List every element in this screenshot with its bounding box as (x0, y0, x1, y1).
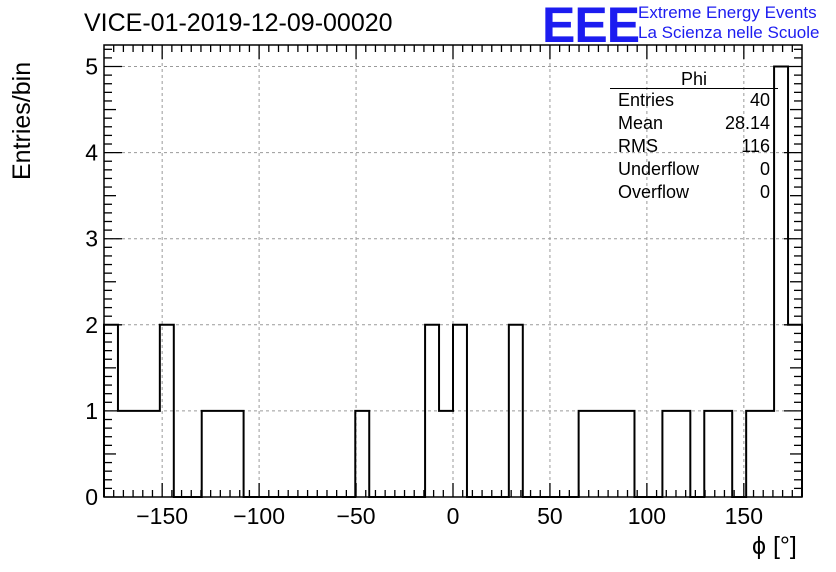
histogram-bin (118, 411, 132, 497)
histogram-bin (676, 411, 690, 497)
stats-label: Overflow (618, 181, 689, 204)
stats-row-entries: Entries 40 (610, 89, 778, 112)
y-axis-label: Entries/bin (8, 62, 37, 180)
histogram-bin (579, 411, 593, 497)
stats-row-underflow: Underflow 0 (610, 158, 778, 181)
y-tick-label: 4 (85, 140, 98, 166)
stats-row-mean: Mean 28.14 (610, 112, 778, 135)
histogram-bin (718, 411, 732, 497)
plot-title: VICE-01-2019-12-09-00020 (84, 9, 393, 38)
x-tick-label: 50 (537, 503, 563, 529)
histogram-bin (746, 411, 760, 497)
stats-title: Phi (610, 68, 778, 89)
histogram-bin (593, 411, 607, 497)
eee-logo: EEE (542, 0, 639, 50)
brand-line-1: Extreme Energy Events (638, 3, 817, 23)
histogram-bin (230, 411, 244, 497)
stats-value: 0 (760, 158, 770, 181)
histogram-bin (760, 411, 774, 497)
histogram-bin (439, 411, 453, 497)
stats-box: Phi Entries 40 Mean 28.14 RMS 116 Underf… (610, 68, 778, 204)
stats-label: Mean (618, 112, 663, 135)
histogram-bin (146, 411, 160, 497)
y-tick-label: 0 (85, 484, 98, 510)
histogram-bin (216, 411, 230, 497)
histogram-bin (662, 411, 676, 497)
stats-value: 0 (760, 181, 770, 204)
x-tick-label: 150 (725, 503, 763, 529)
y-tick-label: 1 (85, 398, 98, 424)
histogram-bin (132, 411, 146, 497)
x-tick-label: −100 (233, 503, 285, 529)
histogram-bin (621, 411, 635, 497)
y-tick-label: 2 (85, 312, 98, 338)
histogram-bin (202, 411, 216, 497)
stats-label: Underflow (618, 158, 699, 181)
x-tick-label: −150 (136, 503, 188, 529)
histogram-bin (607, 411, 621, 497)
stats-value: 40 (750, 89, 770, 112)
stats-row-overflow: Overflow 0 (610, 181, 778, 204)
x-tick-label: −50 (337, 503, 376, 529)
y-tick-label: 3 (85, 226, 98, 252)
histogram-bin (704, 411, 718, 497)
x-tick-label: 0 (447, 503, 460, 529)
stats-row-rms: RMS 116 (610, 135, 778, 158)
histogram-bin (355, 411, 369, 497)
stats-value: 116 (741, 135, 770, 158)
brand-line-2: La Scienza nelle Scuole (638, 23, 819, 43)
y-tick-label: 5 (85, 54, 98, 80)
stats-label: Entries (618, 89, 674, 112)
x-axis-label: ϕ [°] (752, 532, 797, 561)
stats-value: 28.14 (725, 112, 770, 135)
x-tick-label: 100 (628, 503, 666, 529)
stats-label: RMS (618, 135, 658, 158)
